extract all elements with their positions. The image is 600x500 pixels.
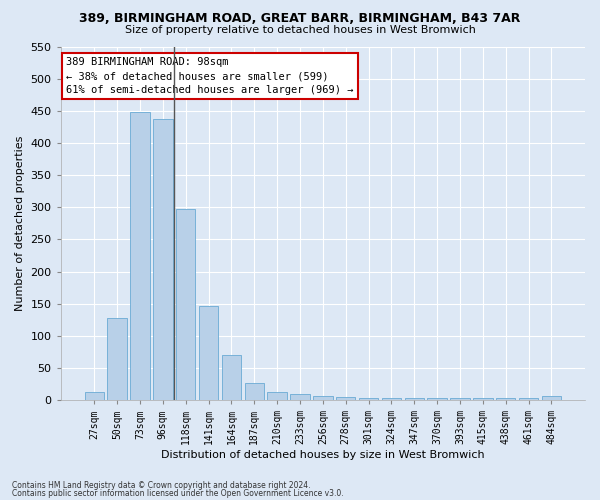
Text: 389, BIRMINGHAM ROAD, GREAT BARR, BIRMINGHAM, B43 7AR: 389, BIRMINGHAM ROAD, GREAT BARR, BIRMIN… [79,12,521,26]
Bar [542,396,561,400]
Bar [290,394,310,400]
Bar [450,398,470,400]
Y-axis label: Number of detached properties: Number of detached properties [15,136,25,311]
Bar [336,397,355,400]
Text: 389 BIRMINGHAM ROAD: 98sqm
← 38% of detached houses are smaller (599)
61% of sem: 389 BIRMINGHAM ROAD: 98sqm ← 38% of deta… [66,57,353,95]
Bar [382,398,401,400]
Bar [427,398,447,400]
Bar [130,112,149,400]
Bar [313,396,332,400]
Bar [199,306,218,400]
Bar [221,355,241,400]
Text: Contains HM Land Registry data © Crown copyright and database right 2024.: Contains HM Land Registry data © Crown c… [12,480,311,490]
Bar [359,398,378,400]
Bar [268,392,287,400]
Bar [107,318,127,400]
Bar [473,398,493,400]
Bar [519,398,538,400]
Bar [496,398,515,400]
X-axis label: Distribution of detached houses by size in West Bromwich: Distribution of detached houses by size … [161,450,485,460]
Bar [245,383,264,400]
Bar [85,392,104,400]
Bar [176,209,196,400]
Text: Contains public sector information licensed under the Open Government Licence v3: Contains public sector information licen… [12,489,344,498]
Bar [153,118,173,400]
Bar [404,398,424,400]
Text: Size of property relative to detached houses in West Bromwich: Size of property relative to detached ho… [125,25,475,35]
